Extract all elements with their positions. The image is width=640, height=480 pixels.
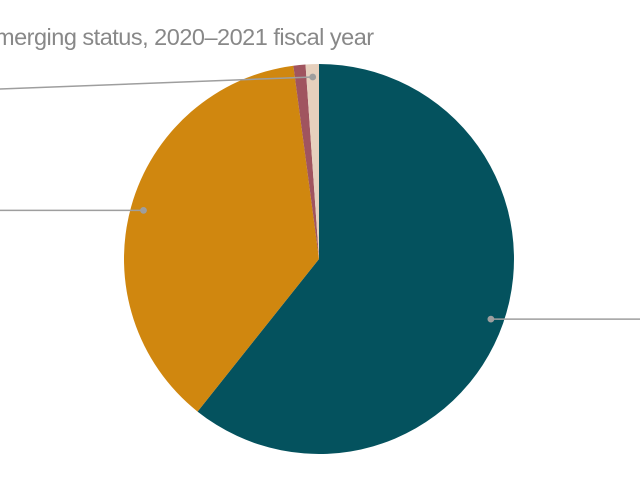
leader-line-beige — [0, 76, 313, 90]
pie-slice-beige[interactable] — [305, 64, 319, 259]
pie-slice-orange[interactable] — [124, 65, 319, 412]
pie-slice-teal[interactable] — [197, 64, 514, 454]
leader-dot-orange — [140, 207, 147, 214]
pie-slice-maroon[interactable] — [293, 64, 319, 259]
leader-dot-beige — [309, 73, 317, 81]
leader-dot-teal — [487, 315, 495, 323]
chart-title: merging status, 2020–2021 fiscal year — [0, 24, 374, 50]
